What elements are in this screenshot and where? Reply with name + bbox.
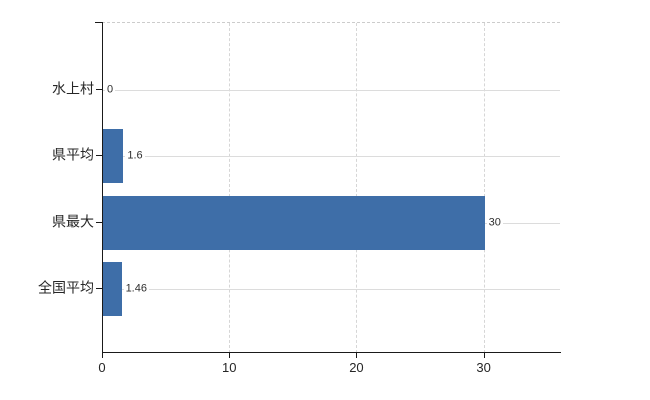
y-axis-tick — [96, 155, 102, 157]
gridline-horizontal — [102, 156, 560, 158]
x-axis-tick — [483, 352, 485, 358]
y-category-label: 全国平均 — [38, 279, 94, 296]
gridline-horizontal — [102, 89, 560, 91]
y-axis-tick — [96, 221, 102, 223]
y-category-label: 県最大 — [52, 213, 94, 230]
x-tick-label: 30 — [476, 360, 491, 375]
bar — [103, 129, 124, 184]
gridline-vertical — [483, 23, 485, 353]
x-axis-tick — [229, 352, 231, 358]
gridline-vertical — [356, 23, 358, 353]
x-axis-line — [102, 352, 561, 353]
bar — [103, 195, 485, 250]
gridline-horizontal — [102, 289, 560, 291]
y-axis-tick — [96, 88, 102, 90]
x-axis-tick — [356, 352, 358, 358]
x-tick-label: 20 — [349, 360, 364, 375]
x-tick-label: 10 — [221, 360, 237, 375]
bar-value-label: 1.6 — [125, 149, 145, 163]
y-category-label: 県平均 — [52, 146, 94, 163]
bar-value-label: 1.46 — [123, 282, 149, 296]
bar-value-label: 30 — [486, 216, 503, 230]
plot-area: 0 1.6 30 1.46 — [102, 22, 560, 353]
y-axis-top-tick — [95, 22, 103, 23]
y-axis-line — [102, 22, 103, 353]
y-category-label: 水上村 — [52, 80, 94, 97]
bar — [103, 262, 122, 317]
bar-value-label: 0 — [105, 82, 116, 97]
y-axis-tick — [96, 288, 102, 290]
gridline-vertical — [229, 23, 231, 353]
x-tick-label: 0 — [98, 360, 106, 375]
x-axis-tick — [102, 352, 103, 358]
